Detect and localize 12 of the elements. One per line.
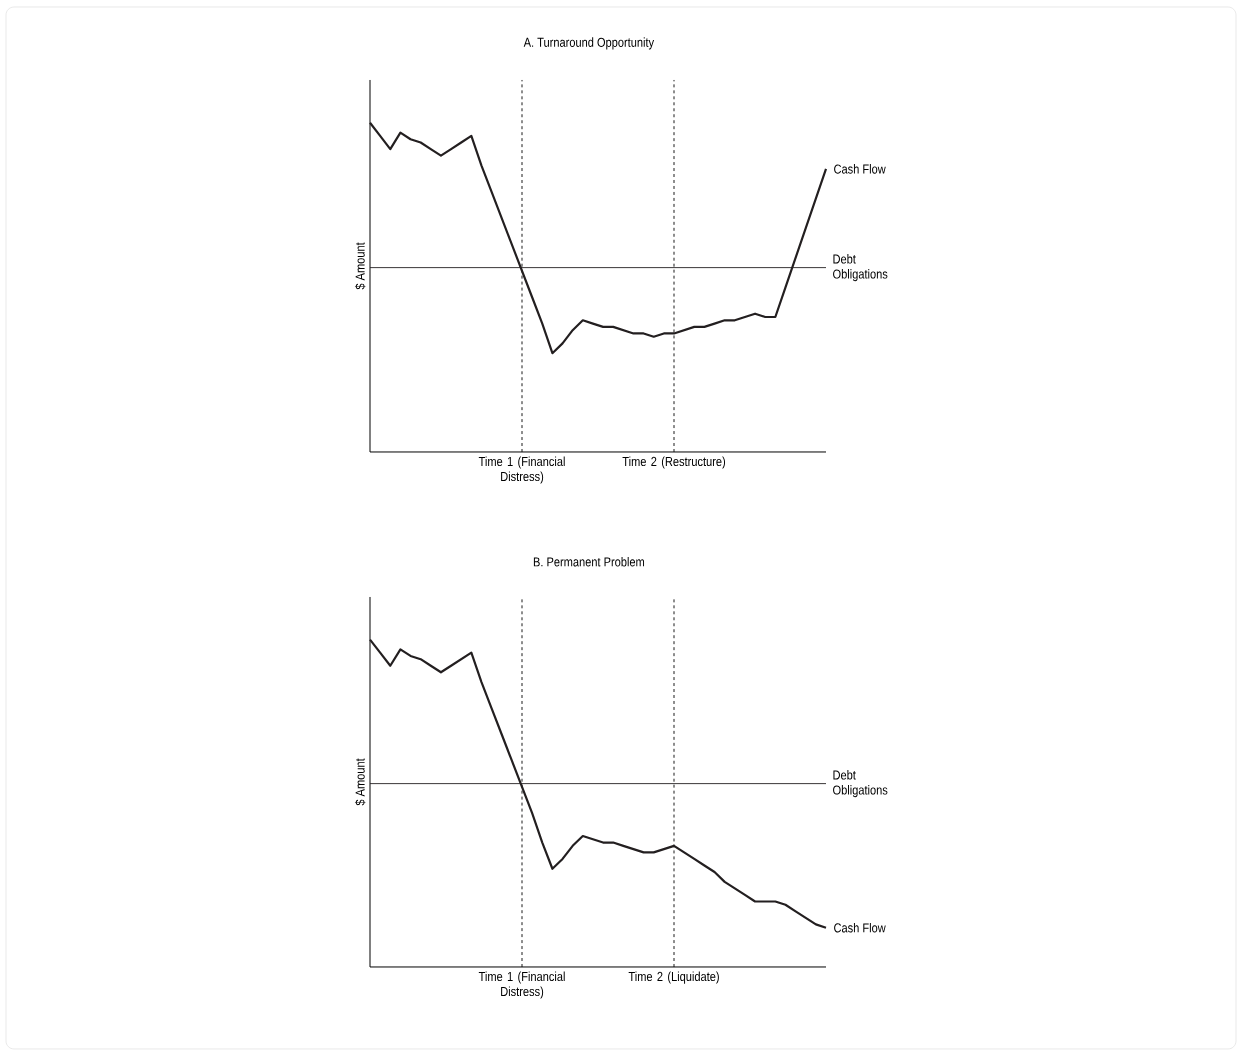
x-tick-label: Time 2 (Liquidate) xyxy=(628,971,719,984)
series-label: Cash Flow xyxy=(834,164,886,174)
x-tick-label: Time 1 (Financial Distress) xyxy=(478,456,565,484)
chart-title: B. Permanent Problem xyxy=(533,556,645,567)
series-label: Cash Flow xyxy=(834,922,886,933)
ref-line-label: Debt Obligations xyxy=(833,254,888,282)
x-tick-label: Time 2 (Restructure) xyxy=(622,456,726,469)
x-tick-label: Time 1 (Financial Distress) xyxy=(478,971,565,999)
ref-line-label: Debt Obligations xyxy=(833,770,888,798)
y-axis-title: $ Amount xyxy=(354,242,366,290)
y-axis-title: $ Amount xyxy=(354,758,366,806)
chart-title: A. Turnaround Opportunity xyxy=(523,37,655,50)
